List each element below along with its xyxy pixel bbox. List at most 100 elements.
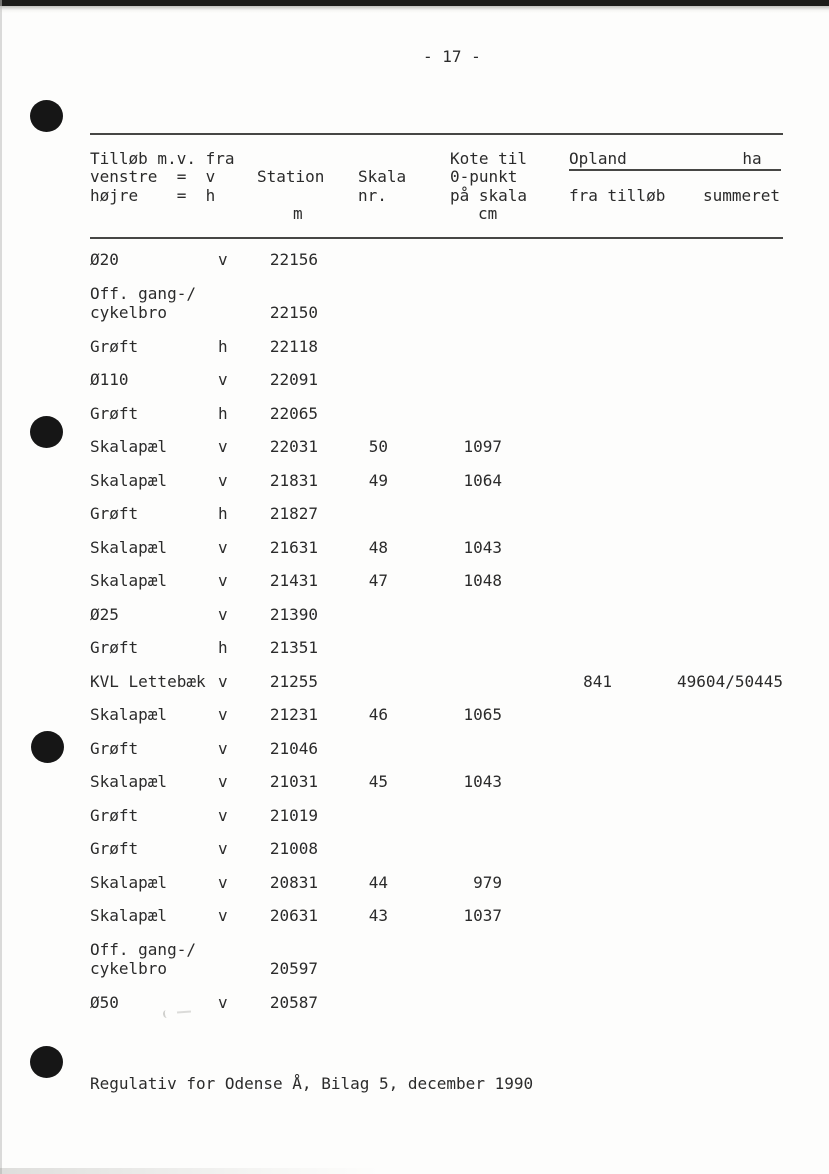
cell-kote: 1048: [463, 571, 502, 590]
header-tributary-line3: højre = h: [90, 186, 216, 205]
cell-skala-nr: 44: [368, 872, 388, 892]
header-kote-line3: på skala: [450, 186, 528, 205]
cell-side: v: [218, 250, 228, 269]
header-station-unit: m: [293, 204, 303, 223]
cell-tributary: Ø20: [90, 250, 119, 269]
cell-side: v: [218, 470, 228, 490]
cell-station: 22031: [269, 437, 318, 456]
cell-side: v: [218, 671, 228, 691]
cell-side: v: [218, 604, 228, 624]
cell-tributary: Grøft: [90, 336, 139, 356]
cell-station: 21631: [269, 537, 318, 557]
table-row: Off. gang-/ cykelbro 20597: [90, 940, 783, 979]
table-row: Ø110 v 22091: [90, 370, 783, 390]
cell-tributary: Grøft: [90, 638, 139, 657]
header-kote-line1: Kote til: [450, 149, 528, 168]
scan-bottom-noise: [0, 1168, 380, 1174]
header-station: Station: [257, 167, 325, 186]
header-tributary-line2: venstre = v: [90, 167, 216, 186]
header-fra-tillob: fra tilløb: [569, 186, 666, 205]
cell-side: v: [218, 537, 228, 557]
table-row: Skalapæl v 21031 45 1043: [90, 772, 783, 792]
cell-tributary: Grøft: [90, 738, 139, 758]
scan-edge-noise: [0, 6, 829, 13]
cell-side: v: [218, 906, 228, 925]
scan-left-edge: [0, 0, 2, 1174]
cell-tributary: Grøft: [90, 504, 139, 523]
cell-station: 21255: [269, 671, 318, 691]
header-kote-line2: 0-punkt: [450, 167, 518, 186]
cell-side: h: [218, 504, 228, 523]
table-row: Skalapæl v 21631 48 1043: [90, 538, 783, 558]
punch-hole-icon: [30, 100, 63, 132]
table-row: Skalapæl v 22031 50 1097: [90, 437, 783, 457]
cell-tributary: Skalapæl: [90, 537, 168, 557]
cell-tributary: Ø110: [90, 370, 129, 389]
cell-side: v: [218, 992, 228, 1012]
scan-edge-strip: [0, 0, 829, 6]
cell-skala-nr: 49: [368, 470, 388, 490]
cell-station: 21019: [269, 805, 318, 825]
cell-station: 20831: [269, 872, 318, 892]
header-opland-ha: Opland ha: [569, 150, 781, 171]
cell-station: 21431: [269, 571, 318, 590]
cell-side: v: [218, 805, 228, 825]
table-row: Ø50 v 20587: [90, 993, 783, 1013]
cell-side: v: [218, 571, 228, 590]
cell-kote: 979: [473, 872, 502, 892]
cell-skala-nr: 50: [368, 437, 388, 456]
table-row: Ø20 v 22156: [90, 250, 783, 270]
cell-station: 21031: [269, 772, 318, 791]
cell-skala-nr: 45: [368, 772, 388, 791]
header-skala: Skala: [358, 167, 407, 186]
cell-side: v: [218, 839, 228, 858]
cell-side: v: [218, 437, 228, 456]
table-row: Skalapæl v 20831 44 979: [90, 873, 783, 893]
table-row: Grøft v 21008: [90, 839, 783, 859]
cell-summeret: 49604/50445: [677, 671, 783, 691]
cell-tributary: Grøft: [90, 403, 139, 423]
cell-tributary: KVL Lettebæk: [90, 671, 206, 691]
cell-tributary: Skalapæl: [90, 470, 168, 490]
cell-side: h: [218, 638, 228, 657]
cell-station: 21827: [269, 504, 318, 523]
cell-station: 22156: [269, 250, 318, 269]
cell-station: 20597: [269, 959, 318, 978]
page-number: - 17 -: [423, 47, 481, 66]
header-tributary-line1: Tilløb m.v. fra: [90, 149, 235, 168]
table-row: Grøft h 21827: [90, 504, 783, 524]
table-row: Grøft h 22065: [90, 404, 783, 424]
cell-tributary: Skalapæl: [90, 571, 168, 590]
cell-tributary: Grøft: [90, 805, 139, 825]
table-row: Skalapæl v 20631 43 1037: [90, 906, 783, 926]
cell-station: 21351: [269, 638, 318, 657]
cell-station: 21008: [269, 839, 318, 858]
punch-hole-icon: [30, 416, 63, 448]
cell-station: 21231: [269, 705, 318, 724]
table-row: KVL Lettebæk v 21255 841 49604/50445: [90, 672, 783, 692]
cell-station: 21390: [269, 604, 318, 624]
header-skala-sub: nr.: [358, 186, 387, 205]
table-row: Grøft h 22118: [90, 337, 783, 357]
table-row: Off. gang-/ cykelbro 22150: [90, 284, 783, 323]
cell-side: h: [218, 403, 228, 423]
table-row: Grøft h 21351: [90, 638, 783, 658]
cell-tributary: Ø25: [90, 604, 119, 624]
cell-kote: 1037: [463, 906, 502, 925]
table-body: Ø20 v 22156 Off. gang-/ cykelbro 22150 G…: [90, 250, 783, 1026]
cell-side: v: [218, 772, 228, 791]
header-kote-unit: cm: [478, 204, 498, 223]
cell-side: v: [218, 872, 228, 892]
punch-hole-icon: [30, 1046, 63, 1078]
cell-tributary: Skalapæl: [90, 872, 168, 892]
cell-side: v: [218, 705, 228, 724]
cell-kote: 1043: [463, 772, 502, 791]
cell-kote: 1097: [463, 437, 502, 456]
cell-skala-nr: 47: [368, 571, 388, 590]
punch-hole-icon: [31, 731, 64, 763]
cell-side: v: [218, 738, 228, 758]
table-row: Skalapæl v 21831 49 1064: [90, 471, 783, 491]
cell-station: 22118: [269, 336, 318, 356]
table-top-rule: [90, 133, 783, 135]
